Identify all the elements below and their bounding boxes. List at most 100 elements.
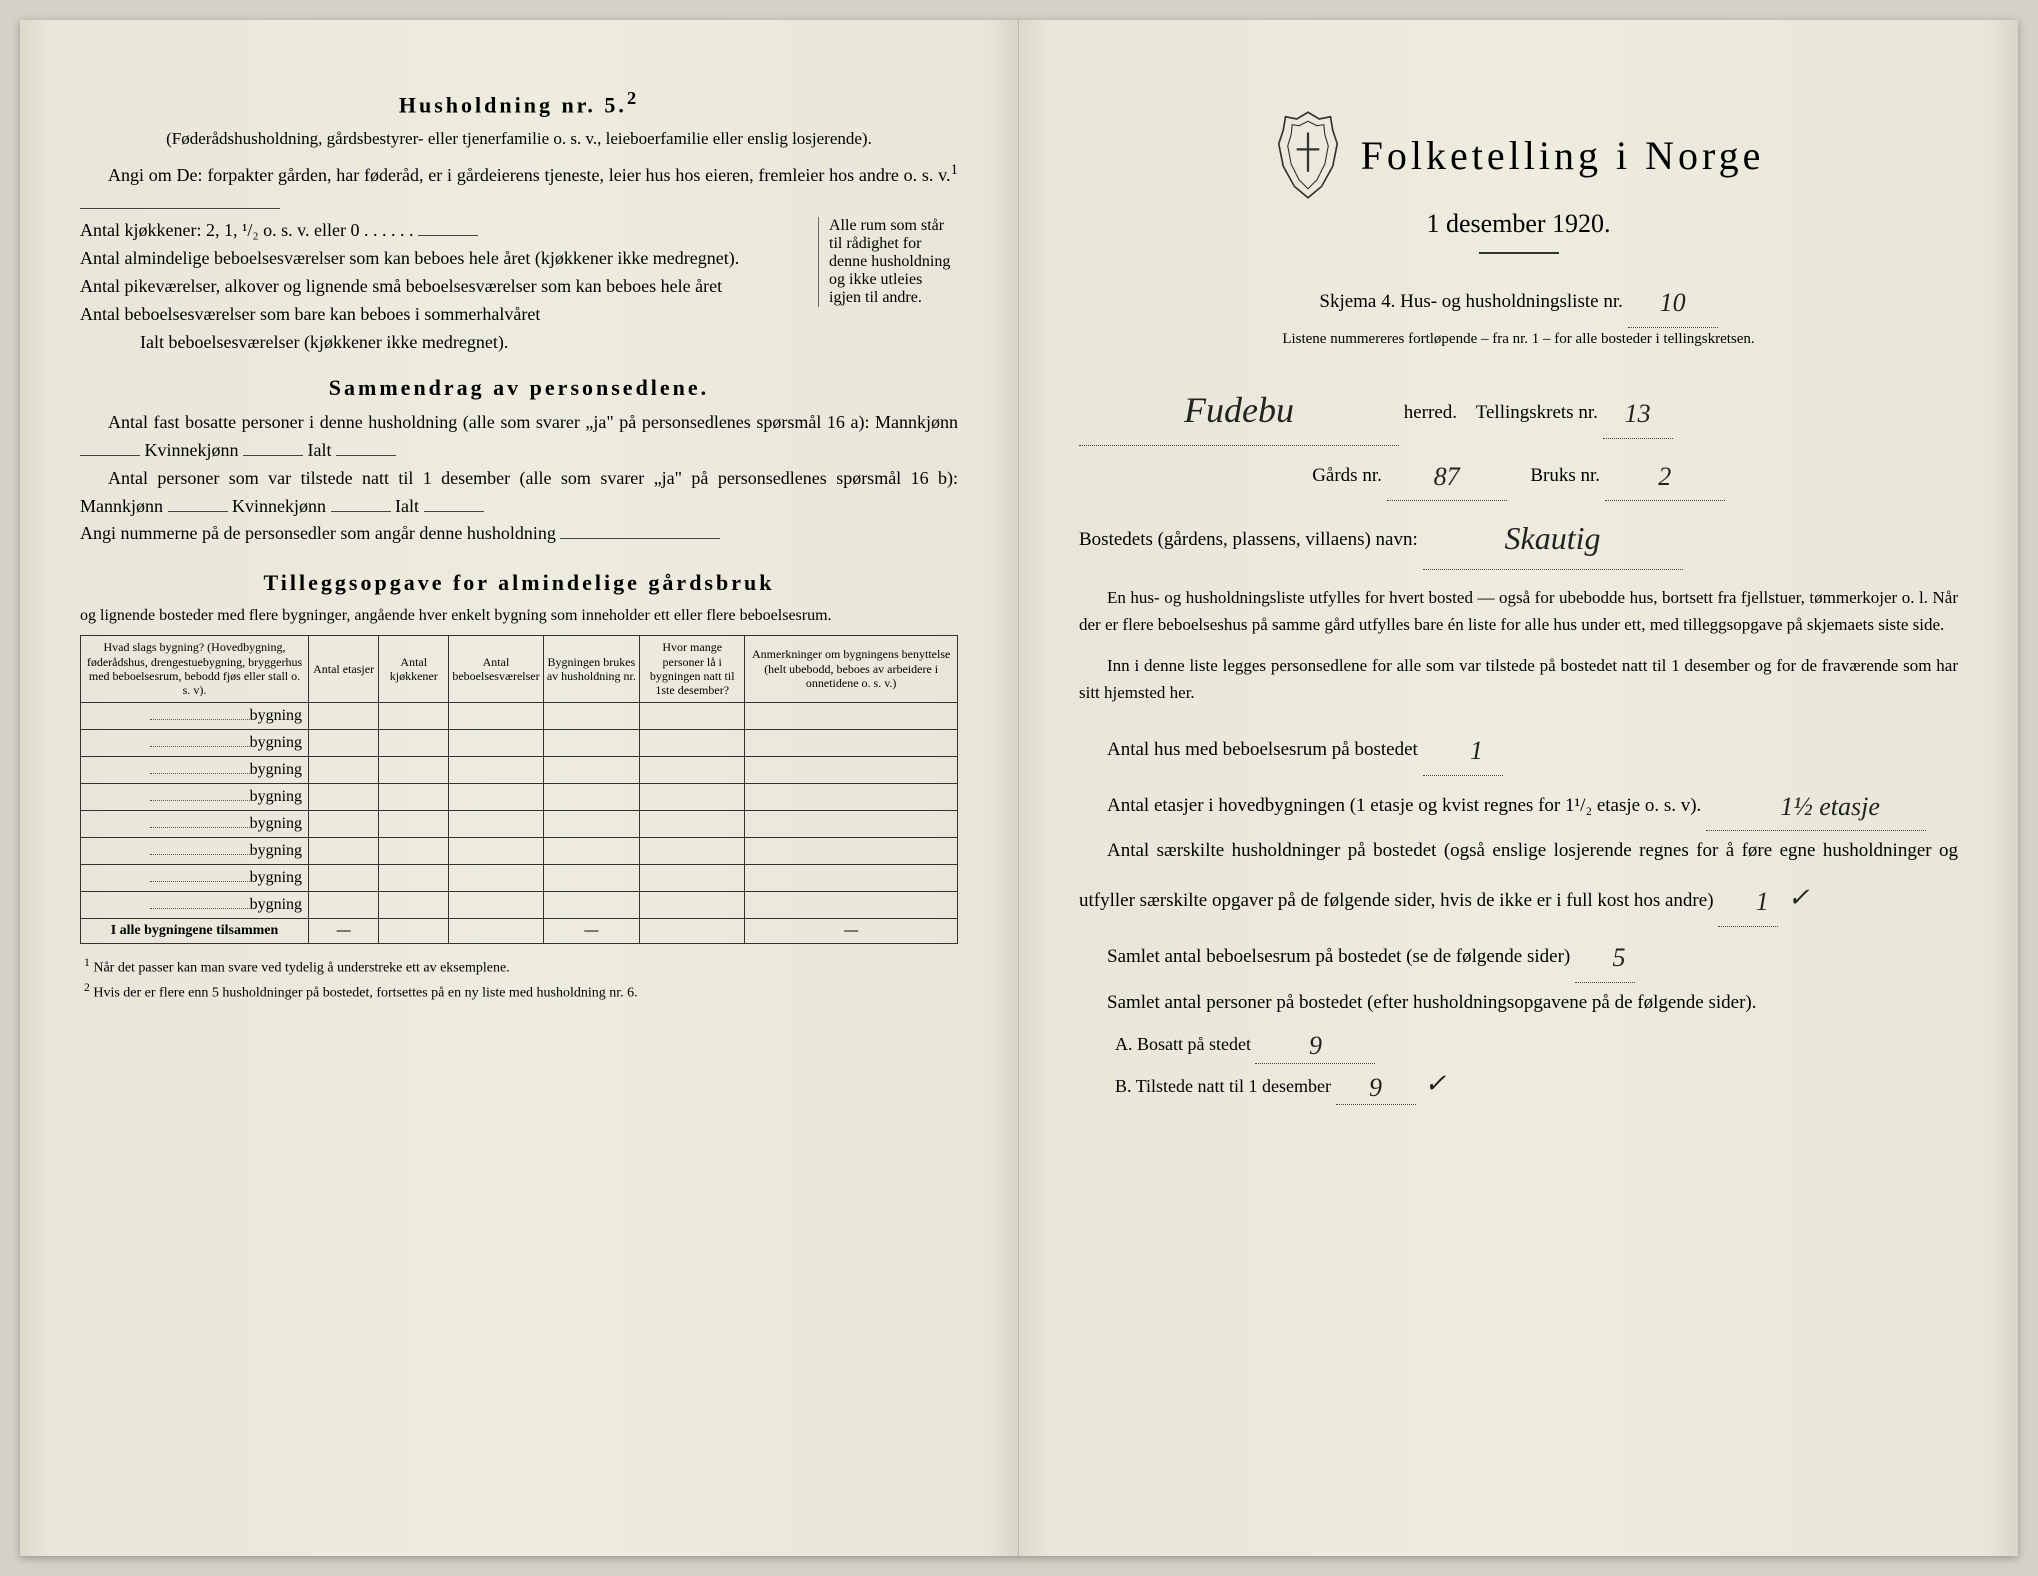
table-row: bygning [81,837,958,864]
saerskilt-line: Antal særskilte husholdninger på bostede… [1079,831,1958,926]
table-row: bygning [81,810,958,837]
tillegg-sub: og lignende bosteder med flere bygninger… [80,604,958,629]
blank [418,235,478,236]
skjema-label: Skjema 4. Hus- og husholdningsliste nr. [1319,291,1622,312]
husholdning-subtitle: (Føderådshusholdning, gårdsbestyrer- ell… [80,126,958,152]
blank [336,455,396,456]
fn2-text: Hvis der er flere enn 5 husholdninger på… [93,986,637,1001]
blank [80,455,140,456]
samlet-rum-value: 5 [1613,943,1626,972]
blank [331,511,391,512]
row-lbl: bygning [250,896,302,913]
fn1-text: Når det passer kan man svare ved tydelig… [93,960,509,975]
room-line-4: Ialt beboelsesværelser (kjøkkener ikke m… [80,329,810,357]
antal-hus-value: 1 [1470,736,1483,765]
sammendrag-title: Sammendrag av personsedlene. [80,375,958,401]
liste-nr-value: 10 [1660,288,1686,317]
antal-hus-line: Antal hus med beboelsesrum på bostedet 1 [1079,720,1958,776]
census-date: 1 desember 1920. [1079,204,1958,244]
ialt-lbl: Ialt [308,440,332,460]
row-lbl: bygning [250,788,302,805]
row-lbl: bygning [250,734,302,751]
table-row: bygning [81,864,958,891]
th-2: Antal kjøkkener [379,636,449,703]
left-page: Husholdning nr. 5.2 (Føderådshusholdning… [20,20,1019,1556]
total-label: I alle bygningene tilsammen [81,918,309,943]
th-0: Hvad slags bygning? (Hovedbygning, føder… [81,636,309,703]
bosted-value: Skautig [1505,520,1601,556]
room-line-2: Antal pikeværelser, alkover og lignende … [80,273,810,301]
antal-hus-label: Antal hus med beboelsesrum på bostedet [1107,739,1418,760]
angi-nummerne: Angi nummerne på de personsedler som ang… [80,520,958,548]
angi-num-text: Angi nummerne på de personsedler som ang… [80,523,556,543]
a-line: A. Bosatt på stedet 9 [1115,1022,1958,1063]
blank [424,511,484,512]
kvinne-lbl2: Kvinnekjønn [232,496,326,516]
gards-line: Gårds nr. 87 Bruks nr. 2 [1079,446,1958,502]
footnote-2: 2 Hvis der er flere enn 5 husholdninger … [80,979,958,1004]
table-row: bygning [81,891,958,918]
kitchen-text: Antal kjøkkener: 2, 1, ¹/₂ o. s. v. elle… [80,220,359,240]
blank-line [80,208,280,209]
blank [560,538,720,539]
b-line: B. Tilstede natt til 1 desember 9 ✓ [1115,1064,1958,1105]
footnote-1: 1 Når det passer kan man svare ved tydel… [80,954,958,979]
tellingskrets-value: 13 [1625,399,1651,428]
table-row: bygning [81,756,958,783]
b-label: B. Tilstede natt til 1 desember [1115,1076,1331,1096]
husholdning-sup: 2 [627,88,639,108]
herred-line: Fudebu herred. Tellingskrets nr. 13 [1079,369,1958,446]
check-mark: ✓ [1788,883,1810,912]
th-3: Antal beboelsesværelser [449,636,543,703]
bosted-label: Bostedets (gårdens, plassens, villaens) … [1079,529,1418,550]
sp1-text: Antal fast bosatte personer i denne hush… [108,412,958,432]
ialt-lbl2: Ialt [395,496,419,516]
building-table: Hvad slags bygning? (Hovedbygning, føder… [80,635,958,944]
table-row: bygning [81,783,958,810]
angi-om-content: Angi om De: forpakter gården, har føderå… [108,165,951,185]
samlet-rum-line: Samlet antal beboelsesrum på bostedet (s… [1079,927,1958,983]
crest-icon [1273,110,1343,200]
herred-label: herred. [1404,402,1457,423]
blank [168,511,228,512]
table-body: bygning bygning bygning bygning bygning … [81,702,958,943]
th-5: Hvor mange personer lå i bygningen natt … [640,636,745,703]
angi-om-text: Angi om De: forpakter gården, har føderå… [80,159,958,218]
title-row: Folketelling i Norge [1079,110,1958,200]
saerskilt-value: 1 [1756,887,1769,916]
row-lbl: bygning [250,707,302,724]
check-mark-2: ✓ [1425,1069,1447,1098]
bosted-line: Bostedets (gårdens, plassens, villaens) … [1079,501,1958,569]
bruks-label: Bruks nr. [1530,465,1600,486]
ab-list: A. Bosatt på stedet 9 B. Tilstede natt t… [1079,1022,1958,1105]
room-line-1: Antal almindelige beboelsesværelser som … [80,245,810,273]
sammendrag-p2: Antal personer som var tilstede natt til… [80,465,958,521]
etasjer-line: Antal etasjer i hovedbygningen (1 etasje… [1079,776,1958,832]
husholdning-title: Husholdning nr. 5.2 [80,88,958,118]
saerskilt-label: Antal særskilte husholdninger på bostede… [1079,840,1958,911]
table-total-row: I alle bygningene tilsammen ——— [81,918,958,943]
kvinne-lbl: Kvinnekjønn [145,440,239,460]
th-4: Bygningen brukes av husholdning nr. [543,636,639,703]
listene-text: Listene nummereres fortløpende – fra nr.… [1079,328,1958,351]
kitchen-line: Antal kjøkkener: 2, 1, ¹/₂ o. s. v. elle… [80,217,810,245]
table-row: bygning [81,702,958,729]
skjema-line: Skjema 4. Hus- og husholdningsliste nr. … [1079,272,1958,328]
samlet-pers-line: Samlet antal personer på bostedet (efter… [1079,983,1958,1023]
tellingskrets-label: Tellingskrets nr. [1476,402,1598,423]
a-label: A. Bosatt på stedet [1115,1034,1251,1054]
instruct-1: En hus- og husholdningsliste utfylles fo… [1079,584,1958,638]
separator [1479,252,1559,254]
etasjer-value: 1½ etasje [1780,792,1880,821]
right-page: Folketelling i Norge 1 desember 1920. Sk… [1019,20,2018,1556]
instruct-2: Inn i denne liste legges personsedlene f… [1079,652,1958,706]
row-lbl: bygning [250,761,302,778]
bruks-value: 2 [1658,462,1671,491]
b-value: 9 [1369,1073,1382,1102]
rooms-section: Antal kjøkkener: 2, 1, ¹/₂ o. s. v. elle… [80,217,958,356]
tillegg-title: Tilleggsopgave for almindelige gårdsbruk [80,570,958,596]
table-header-row: Hvad slags bygning? (Hovedbygning, føder… [81,636,958,703]
room-line-3: Antal beboelsesværelser som bare kan beb… [80,301,810,329]
row-lbl: bygning [250,869,302,886]
footnotes: 1 Når det passer kan man svare ved tydel… [80,954,958,1005]
